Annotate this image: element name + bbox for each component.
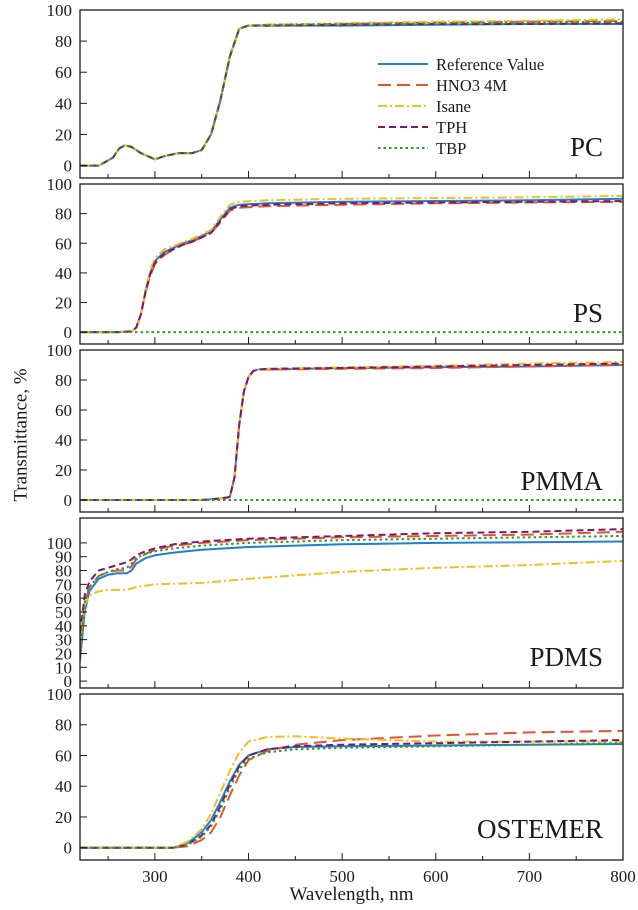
series-line-isane	[80, 559, 623, 640]
y-tick-label: 80	[55, 716, 72, 735]
series-line-tbp	[80, 742, 623, 849]
series-group	[80, 361, 623, 501]
y-tick-label: 40	[55, 777, 72, 796]
legend-label: TBP	[436, 139, 466, 158]
y-tick-label: 0	[64, 157, 73, 176]
plot-frame	[79, 693, 624, 861]
series-line-isane	[80, 361, 623, 501]
y-tick-label: 0	[64, 672, 73, 691]
y-tick-label: 40	[55, 94, 72, 113]
y-tick-label: 80	[55, 371, 72, 390]
legend-label: Reference Value	[436, 55, 544, 74]
panel-label: OSTEMER	[477, 814, 603, 844]
x-tick-label: 700	[517, 867, 543, 886]
legend-label: HNO3 4M	[436, 76, 507, 95]
axis-titles: Wavelength, nm Transmittance, %	[10, 368, 413, 905]
y-tick-label: 0	[64, 491, 73, 510]
series-line-isane	[80, 18, 623, 167]
y-tick-label: 80	[55, 32, 72, 51]
series-line-hno3-4m	[80, 19, 623, 167]
x-tick-label: 400	[236, 867, 262, 886]
y-tick-label: 100	[47, 1, 73, 20]
y-tick-label: 60	[55, 234, 72, 253]
y-tick-label: 100	[47, 341, 73, 360]
y-tick-label: 20	[55, 808, 72, 827]
x-tick-label: 800	[610, 867, 636, 886]
x-tick-label: 600	[423, 867, 449, 886]
plot-frame	[79, 349, 624, 513]
y-axis-title: Transmittance, %	[10, 368, 31, 502]
y-tick-label: 40	[55, 431, 72, 450]
y-tick-label: 100	[47, 534, 73, 553]
plot-frame	[79, 9, 624, 179]
x-tick-label: 300	[142, 867, 168, 886]
series-group	[80, 528, 623, 661]
plot-frame	[79, 517, 624, 689]
series-group	[80, 729, 623, 849]
panel-ostemer: 0 20 40 60 80 100 300 400 500 600 700 800 OSTEMER	[47, 685, 636, 886]
series-line-isane	[80, 194, 623, 334]
panel-pmma: 0 20 40 60 80 100 PMMA	[47, 341, 624, 513]
y-tick-label: 40	[55, 617, 72, 636]
y-tick-label: 20	[55, 644, 72, 663]
y-tick-label: 80	[55, 562, 72, 581]
y-tick-label: 20	[55, 125, 72, 144]
series-line-reference-value	[80, 197, 623, 334]
series-line-reference-value	[80, 540, 623, 661]
y-tick-label: 50	[55, 603, 72, 622]
panel-label: PDMS	[529, 642, 603, 672]
y-tick-label: 10	[55, 658, 72, 677]
y-tick-label: 90	[55, 548, 72, 567]
series-line-tph	[80, 528, 623, 633]
y-tick-label: 20	[55, 461, 72, 480]
series-line-tph	[80, 200, 623, 334]
y-tick-label: 0	[64, 323, 73, 342]
y-tick-label: 0	[64, 839, 73, 858]
legend-label: Isane	[436, 97, 471, 116]
panel-label: PS	[573, 298, 603, 328]
y-tick-label: 80	[55, 205, 72, 224]
legend-label: TPH	[436, 118, 467, 137]
y-tick-label: 60	[55, 746, 72, 765]
panel-pc: 0 20 40 60 80 100 PC	[47, 1, 624, 179]
y-tick-label: 70	[55, 575, 72, 594]
x-tick-label: 500	[329, 867, 355, 886]
series-line-tbp	[80, 535, 623, 647]
legend: Reference Value HNO3 4M Isane TPH TBP	[378, 55, 544, 158]
plot-frame	[79, 183, 624, 345]
series-line-tbp	[80, 20, 623, 167]
panel-label: PMMA	[520, 466, 603, 496]
y-tick-label: 60	[55, 401, 72, 420]
series-line-tph	[80, 22, 623, 167]
y-tick-label: 60	[55, 63, 72, 82]
panel-label: PC	[570, 132, 603, 162]
y-tick-label: 60	[55, 589, 72, 608]
series-group	[80, 18, 623, 167]
chart-panels: 020406080100PC020406080100PS020406080100…	[47, 1, 636, 886]
panel-ps: 0 20 40 60 80 100 PS	[47, 175, 624, 345]
series-line-hno3-4m	[80, 200, 623, 334]
x-axis-title: Wavelength, nm	[289, 884, 413, 905]
y-tick-label: 30	[55, 631, 72, 650]
series-line-reference-value	[80, 23, 623, 167]
y-tick-label: 100	[47, 175, 73, 194]
y-tick-label: 20	[55, 294, 72, 313]
y-tick-label: 40	[55, 264, 72, 283]
series-group	[80, 194, 623, 334]
y-tick-label: 100	[47, 685, 73, 704]
